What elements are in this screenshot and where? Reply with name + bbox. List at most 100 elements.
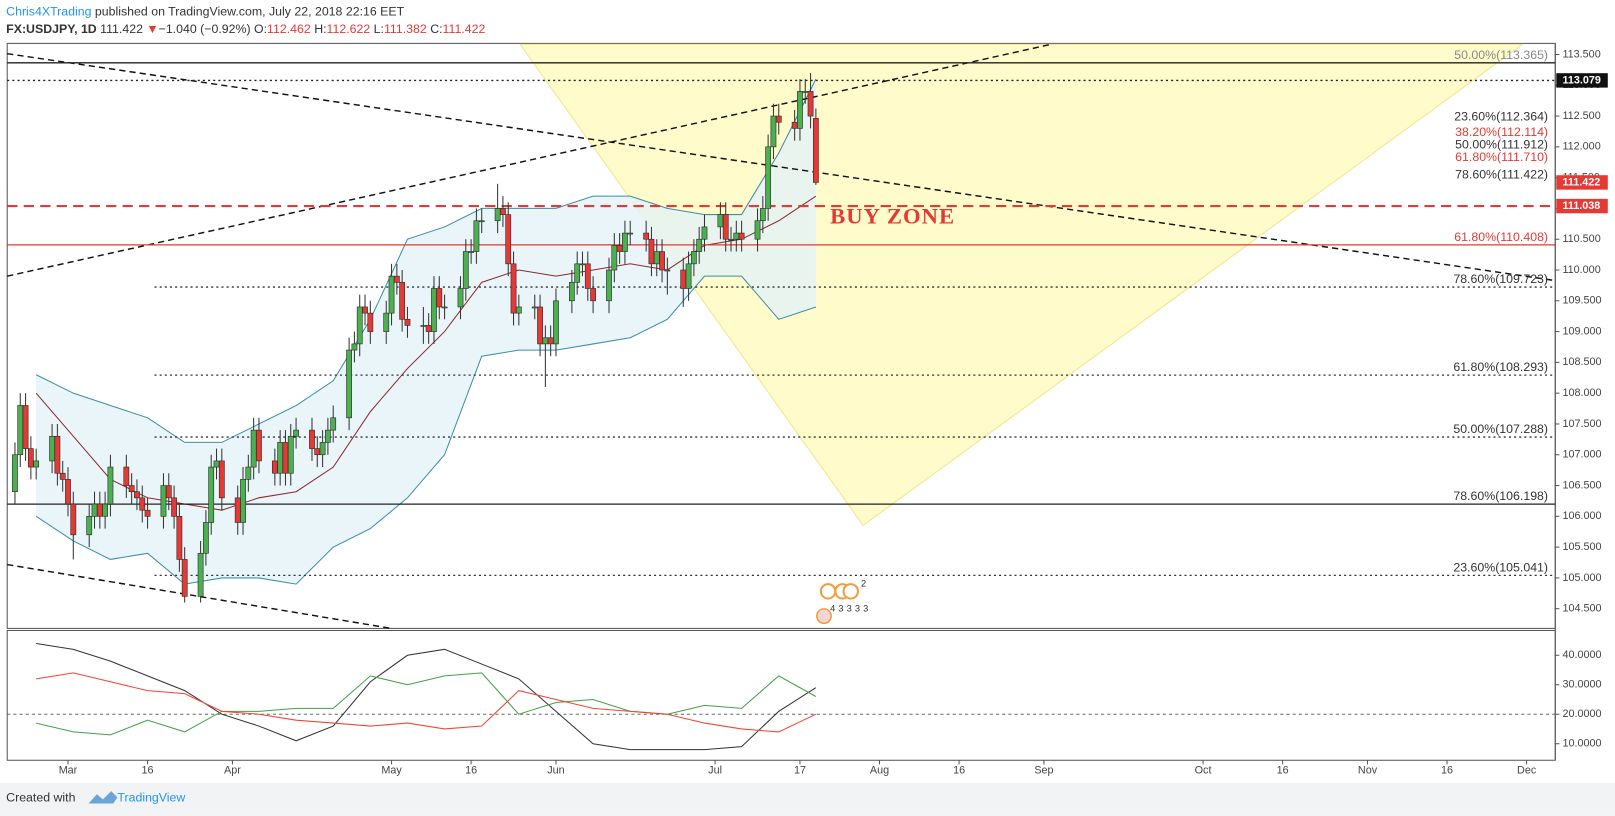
candle-body — [500, 208, 506, 215]
change-arrow: ▼ — [146, 22, 158, 36]
y-tick-label: 109.500 — [1562, 295, 1601, 307]
price-badge — [1556, 198, 1608, 214]
candle-body — [579, 263, 586, 266]
candle-body — [759, 208, 766, 222]
fib-label: 50.00%(113.365) — [1454, 48, 1548, 62]
y-tick-label: 30.0000 — [1562, 679, 1601, 691]
candle-body — [208, 466, 215, 523]
candle-body — [659, 251, 665, 271]
x-tick-label: 16 — [142, 764, 154, 776]
candle-body — [770, 115, 777, 148]
close: 111.422 — [443, 22, 486, 36]
price-badge — [1556, 175, 1608, 190]
candle-body — [70, 503, 77, 536]
y-tick-label: 105.500 — [1562, 541, 1601, 553]
candle-body — [393, 275, 400, 283]
fib-label: 50.00%(107.288) — [1453, 422, 1548, 436]
fib-label: 23.60%(112.364) — [1454, 109, 1548, 123]
x-tick-label: Mar — [59, 764, 78, 776]
change: −1.040 (−0.92%) — [159, 22, 251, 36]
y-tick-label: 107.000 — [1562, 449, 1601, 461]
event-count: 3 — [863, 603, 868, 613]
brand-logo[interactable] — [88, 791, 118, 804]
candle-body — [478, 220, 485, 223]
footer-bar — [0, 782, 1615, 816]
candle-body — [457, 288, 464, 308]
y-tick-label: 106.500 — [1562, 479, 1601, 491]
candle-body — [65, 479, 71, 505]
header-line: FX:USDJPY, 1D 111.422 ▼−1.040 (−0.92%) O… — [6, 22, 485, 36]
symbol: FX:USDJPY, 1D — [6, 22, 97, 36]
candle-body — [648, 238, 655, 265]
candle-body — [685, 263, 692, 289]
candle-body — [356, 306, 363, 345]
y-tick-label: 113.500 — [1562, 48, 1600, 60]
candle-body — [102, 503, 109, 517]
trendline — [7, 52, 1554, 281]
author[interactable]: Chris4XTrading — [6, 5, 91, 19]
candle-body — [473, 220, 480, 252]
candle-body — [701, 226, 708, 240]
candle-body — [494, 208, 501, 222]
candle-body — [680, 269, 687, 289]
y-tick-label: 20.0000 — [1562, 708, 1601, 720]
candle-body — [717, 214, 724, 228]
candle-body — [213, 460, 220, 468]
indicator-line — [36, 672, 817, 733]
candle-body — [287, 435, 294, 474]
candle-body — [436, 288, 443, 308]
candle-body — [664, 269, 671, 272]
candle-body — [144, 509, 151, 517]
event-count: 3 — [847, 603, 852, 613]
event-count: 2 — [861, 579, 866, 589]
candle-body — [96, 503, 103, 517]
candle-body — [733, 232, 740, 240]
candle-body — [425, 325, 432, 332]
candle-body — [165, 485, 172, 499]
y-tick-label: 104.500 — [1562, 603, 1601, 615]
candle-body — [791, 121, 798, 129]
candle-body — [12, 454, 18, 493]
candle-body — [547, 337, 554, 345]
fib-label: 78.60%(109.723) — [1453, 272, 1548, 286]
candle-body — [510, 263, 517, 314]
x-tick-label: 16 — [1441, 764, 1453, 776]
candle-body — [346, 349, 352, 419]
candle-body — [611, 245, 618, 271]
y-tick-label: 110.500 — [1562, 233, 1600, 245]
candle-body — [54, 435, 61, 474]
candle-body — [367, 312, 374, 332]
candle-body — [33, 460, 40, 468]
candle-body — [197, 552, 204, 597]
candle-body — [17, 405, 24, 456]
candle-body — [22, 405, 29, 449]
y-tick-label: 106.000 — [1562, 510, 1601, 522]
candle-body — [203, 522, 209, 554]
x-tick-label: Aug — [870, 764, 889, 776]
candle-body — [293, 429, 299, 437]
x-tick-label: May — [381, 764, 402, 776]
overlay-layer: 50.00%(113.365) 23.60%(112.364) 38.20%(112… — [7, 48, 1608, 776]
candle-body — [59, 472, 66, 480]
candle-body — [107, 466, 114, 505]
candle-body — [134, 491, 140, 499]
candle-body — [176, 516, 183, 560]
candle-body — [218, 460, 225, 499]
fib-label: 23.60%(105.041) — [1453, 560, 1548, 574]
event-icon — [842, 583, 859, 600]
candle-body — [468, 251, 474, 253]
event-count: 3 — [838, 603, 843, 613]
x-tick-label: Dec — [1517, 764, 1537, 776]
candle-body — [234, 497, 241, 523]
footer-brand[interactable]: TradingView — [117, 791, 185, 805]
candle-body — [160, 485, 167, 517]
candle-body — [797, 91, 803, 129]
candle-body — [584, 263, 591, 289]
candle-body — [319, 442, 326, 456]
fib-label: 78.60%(111.422) — [1455, 167, 1548, 181]
x-tick-label: Nov — [1358, 764, 1378, 776]
candle-body — [86, 516, 93, 536]
h-label: H: — [314, 22, 326, 36]
fib-label: 61.80%(108.293) — [1453, 360, 1548, 374]
x-tick-label: 16 — [1277, 764, 1289, 776]
